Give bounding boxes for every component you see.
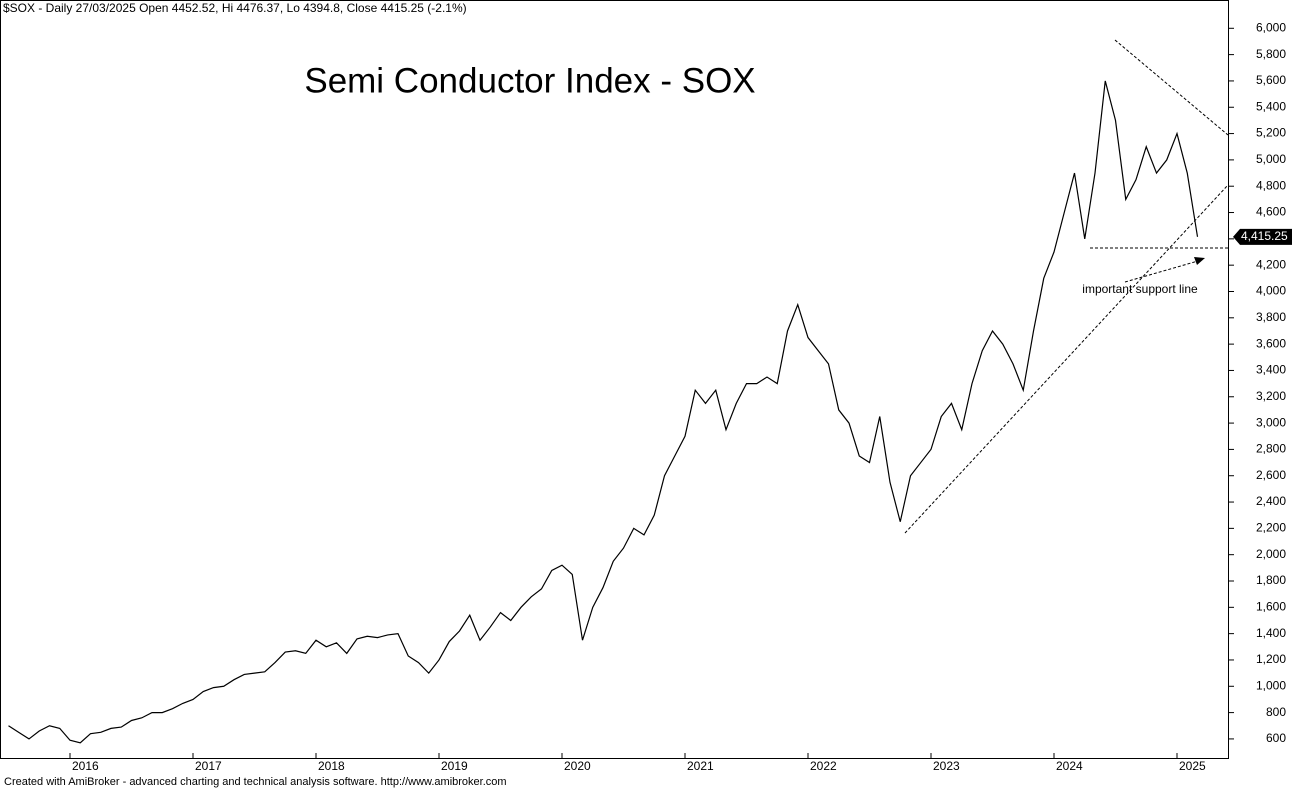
y-tick-label: 1,800 xyxy=(1256,573,1286,587)
last-value-marker xyxy=(1233,228,1292,245)
uptrend-line xyxy=(904,184,1229,534)
y-tick-label: 4,200 xyxy=(1256,257,1286,271)
x-tick-label: 2016 xyxy=(72,759,99,773)
y-tick-label: 4,000 xyxy=(1256,284,1286,298)
y-tick-label: 1,200 xyxy=(1256,652,1286,666)
y-tick-label: 5,200 xyxy=(1256,126,1286,140)
trend-lines xyxy=(904,39,1229,534)
chart-header: $SOX - Daily 27/03/2025 Open 4452.52, Hi… xyxy=(3,1,467,15)
y-tick-label: 5,600 xyxy=(1256,73,1286,87)
footer: Created with AmiBroker - advanced charti… xyxy=(4,776,507,788)
x-tick-label: 2017 xyxy=(195,759,222,773)
y-tick-label: 2,000 xyxy=(1256,547,1286,561)
x-tick-label: 2025 xyxy=(1179,759,1206,773)
y-tick-label: 3,000 xyxy=(1256,415,1286,429)
x-tick-label: 2022 xyxy=(810,759,837,773)
y-tick-label: 2,600 xyxy=(1256,468,1286,482)
y-tick-label: 2,200 xyxy=(1256,521,1286,535)
arrow-head xyxy=(1194,257,1205,265)
x-tick-label: 2018 xyxy=(318,759,345,773)
y-tick-label: 3,600 xyxy=(1256,336,1286,350)
chart-title: Semi Conductor Index - SOX xyxy=(304,61,755,100)
x-tick-label: 2019 xyxy=(441,759,468,773)
y-tick-label: 4,800 xyxy=(1256,178,1286,192)
x-tick-label: 2023 xyxy=(933,759,960,773)
y-tick-label: 1,000 xyxy=(1256,678,1286,692)
annotation-arrow xyxy=(1124,260,1199,283)
y-tick-label: 2,800 xyxy=(1256,442,1286,456)
y-tick-label: 1,600 xyxy=(1256,599,1286,613)
price-line xyxy=(8,80,1199,744)
y-tick-label: 5,800 xyxy=(1256,47,1286,61)
y-tick-label: 3,800 xyxy=(1256,310,1286,324)
y-tick-label: 800 xyxy=(1266,705,1286,719)
annotation: important support line xyxy=(1082,282,1198,296)
x-tick-label: 2021 xyxy=(687,759,714,773)
y-tick-label: 5,000 xyxy=(1256,152,1286,166)
y-tick-label: 2,400 xyxy=(1256,494,1286,508)
y-tick-label: 3,400 xyxy=(1256,363,1286,377)
last-value-label: 4,415.25 xyxy=(1241,229,1288,243)
y-tick-label: 5,400 xyxy=(1256,99,1286,113)
y-tick-label: 1,400 xyxy=(1256,626,1286,640)
y-tick-label: 4,600 xyxy=(1256,205,1286,219)
y-tick-label: 6,000 xyxy=(1256,20,1286,34)
x-tick-label: 2024 xyxy=(1056,759,1083,773)
x-tick-label: 2020 xyxy=(564,759,591,773)
plot-frame xyxy=(0,0,1229,759)
y-tick-label: 3,200 xyxy=(1256,389,1286,403)
y-tick-label: 600 xyxy=(1266,731,1286,745)
